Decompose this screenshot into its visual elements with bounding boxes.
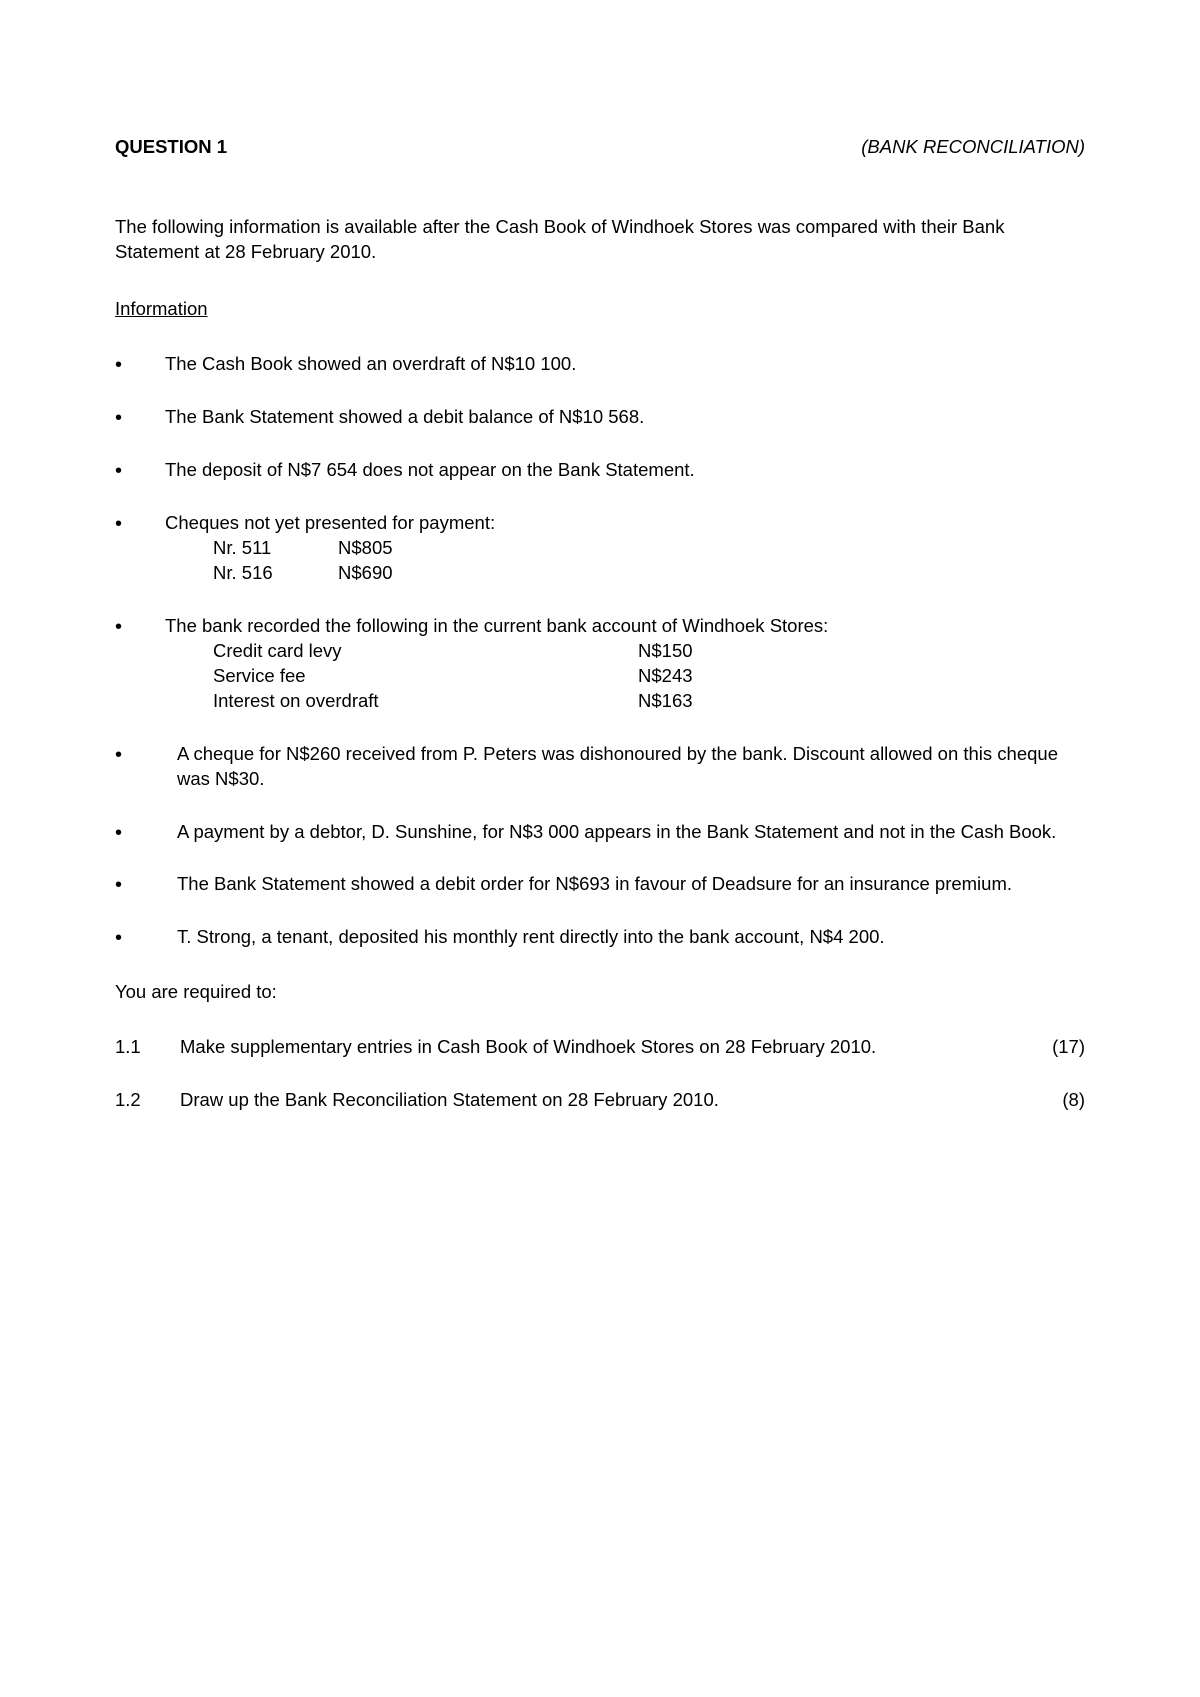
requirement-row: 1.1 Make supplementary entries in Cash B… — [115, 1035, 1085, 1060]
list-item: The deposit of N$7 654 does not appear o… — [115, 458, 1085, 483]
requirement-text: Make supplementary entries in Cash Book … — [170, 1035, 1025, 1060]
cheques-lead: Cheques not yet presented for payment: — [165, 512, 495, 533]
list-item: Cheques not yet presented for payment: N… — [115, 511, 1085, 586]
bank-item-label: Credit card levy — [213, 639, 638, 664]
intro-paragraph: The following information is available a… — [115, 215, 1085, 265]
question-title: QUESTION 1 — [115, 135, 227, 160]
requirement-marks: (8) — [1025, 1088, 1085, 1113]
required-heading: You are required to: — [115, 980, 1085, 1005]
list-item: T. Strong, a tenant, deposited his month… — [115, 925, 1085, 950]
requirement-number: 1.1 — [115, 1035, 170, 1060]
bank-item-label: Service fee — [213, 664, 638, 689]
list-item: The Cash Book showed an overdraft of N$1… — [115, 352, 1085, 377]
bank-item-amount: N$243 — [638, 664, 693, 689]
bank-item-label: Interest on overdraft — [213, 689, 638, 714]
list-item: A cheque for N$260 received from P. Pete… — [115, 742, 1085, 792]
list-item: A payment by a debtor, D. Sunshine, for … — [115, 820, 1085, 845]
question-subtitle: (BANK RECONCILIATION) — [861, 135, 1085, 160]
cheque-amount: N$805 — [338, 536, 393, 561]
cheque-number: Nr. 511 — [213, 536, 338, 561]
bank-item-amount: N$163 — [638, 689, 693, 714]
requirement-text: Draw up the Bank Reconciliation Statemen… — [170, 1088, 1025, 1113]
cheque-number: Nr. 516 — [213, 561, 338, 586]
requirement-marks: (17) — [1025, 1035, 1085, 1060]
requirement-number: 1.2 — [115, 1088, 170, 1113]
list-item: The bank recorded the following in the c… — [115, 614, 1085, 714]
list-item: The Bank Statement showed a debit balanc… — [115, 405, 1085, 430]
information-heading: Information — [115, 297, 1085, 322]
cheque-amount: N$690 — [338, 561, 393, 586]
requirement-row: 1.2 Draw up the Bank Reconciliation Stat… — [115, 1088, 1085, 1113]
information-list: The Cash Book showed an overdraft of N$1… — [115, 352, 1085, 951]
list-item: The Bank Statement showed a debit order … — [115, 872, 1085, 897]
bank-item-amount: N$150 — [638, 639, 693, 664]
bank-recorded-lead: The bank recorded the following in the c… — [165, 615, 828, 636]
